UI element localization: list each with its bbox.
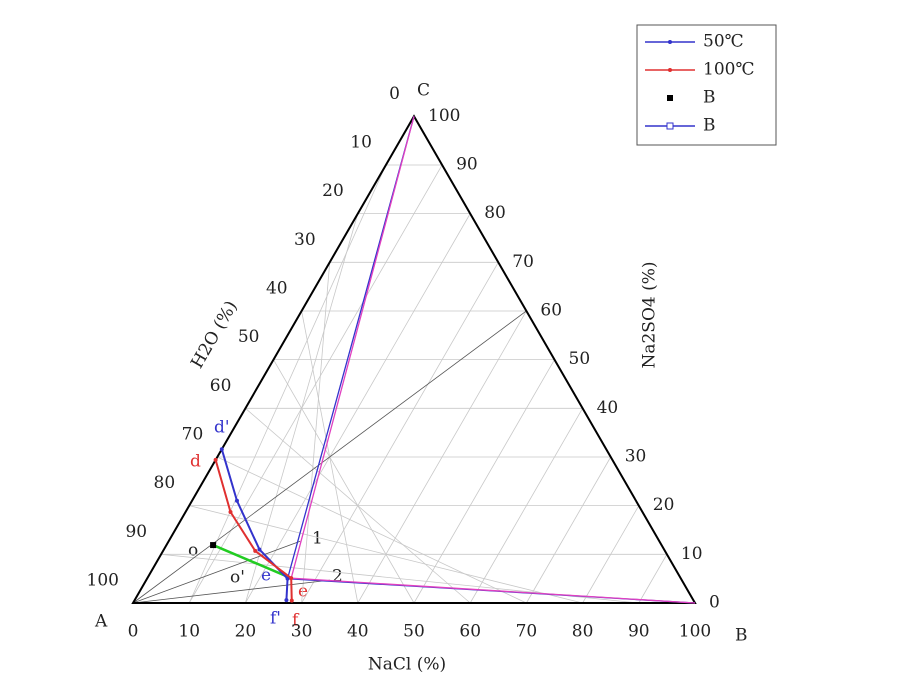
right-tick-label: 20 <box>653 495 675 515</box>
marked-point <box>210 542 217 549</box>
right-tick-label: 10 <box>681 544 703 564</box>
bottom-tick-label: 50 <box>403 622 425 642</box>
bottom-tick-label: 30 <box>291 622 313 642</box>
left-tick-label: 50 <box>238 327 260 347</box>
left-tick-label: 0 <box>389 84 400 104</box>
right-tick-label: 60 <box>540 300 562 320</box>
legend-marker <box>666 122 674 130</box>
bottom-tick-label: 80 <box>572 622 594 642</box>
bottom-tick-label: 60 <box>459 622 481 642</box>
bottom-tick-label: 20 <box>235 622 257 642</box>
grid-line <box>217 456 527 604</box>
axis-label: H2O (%) <box>187 298 242 372</box>
grid-line <box>301 262 499 604</box>
annotation: 2 <box>332 567 343 587</box>
annotation: e <box>261 566 271 586</box>
series-point <box>219 447 224 452</box>
series-point <box>228 509 233 514</box>
left-tick-label: 10 <box>350 132 372 152</box>
reference-line <box>132 310 527 604</box>
annotation: d <box>190 452 201 472</box>
legend-label: B <box>703 116 716 136</box>
annotation: o' <box>230 568 245 588</box>
right-tick-label: 100 <box>428 106 460 126</box>
bottom-tick-label: 70 <box>516 622 538 642</box>
bottom-tick-label: 100 <box>679 622 711 642</box>
reference-line <box>132 579 331 604</box>
left-tick-label: 100 <box>87 571 119 591</box>
right-tick-label: 90 <box>456 154 478 174</box>
legend-marker <box>667 95 673 101</box>
legend-label: 50℃ <box>703 32 744 52</box>
annotation: o <box>188 541 198 561</box>
left-tick-label: 80 <box>154 473 176 493</box>
series-point <box>284 598 289 603</box>
reference-line <box>132 540 301 604</box>
right-tick-label: 80 <box>484 203 506 223</box>
series-point <box>257 547 262 552</box>
series-point <box>289 576 294 581</box>
series-point <box>253 548 258 553</box>
series-point <box>289 598 294 603</box>
bottom-tick-label: 90 <box>628 622 650 642</box>
annotation: d' <box>214 418 230 438</box>
triangle-frame <box>131 114 697 604</box>
left-tick-label: 30 <box>294 230 316 250</box>
annotation: e <box>298 582 308 602</box>
vertex-label: B <box>735 626 748 646</box>
grid-line <box>638 554 668 604</box>
left-tick-label: 20 <box>322 181 344 201</box>
grid-line <box>582 505 640 604</box>
tie-line <box>212 543 292 580</box>
annotation: 1 <box>312 529 323 549</box>
left-tick-label: 60 <box>210 376 232 396</box>
legend-label: 100℃ <box>703 60 754 80</box>
left-tick-label: 70 <box>182 424 204 444</box>
legend-marker <box>668 68 672 72</box>
legend-box <box>636 24 777 146</box>
left-tick-label: 40 <box>266 278 288 298</box>
grid-line <box>413 359 555 604</box>
axis-label: NaCl (%) <box>368 655 446 675</box>
right-tick-label: 50 <box>569 349 591 369</box>
series-point <box>213 457 218 462</box>
left-tick-label: 90 <box>125 522 147 542</box>
series-point <box>234 498 239 503</box>
bottom-tick-label: 0 <box>128 622 139 642</box>
annotation: f' <box>270 609 281 629</box>
legend-marker <box>668 40 672 44</box>
legend-label: B <box>703 88 716 108</box>
right-tick-label: 40 <box>597 398 619 418</box>
axis-label: Na2SO4 (%) <box>640 261 660 368</box>
annotation: f <box>292 611 300 631</box>
series-point <box>285 576 290 581</box>
bottom-tick-label: 40 <box>347 622 369 642</box>
right-tick-label: 30 <box>625 446 647 466</box>
grid-line <box>469 408 583 604</box>
vertex-label: A <box>94 612 108 632</box>
right-tick-label: 0 <box>709 593 720 613</box>
tie-line <box>290 116 415 579</box>
tie-line <box>291 577 696 604</box>
grid-line <box>189 505 583 604</box>
right-tick-label: 70 <box>512 252 534 272</box>
grid-line <box>273 359 415 604</box>
vertex-label: C <box>417 81 430 101</box>
grid-line <box>245 213 471 604</box>
grid-line <box>526 456 612 604</box>
bottom-tick-label: 10 <box>178 622 200 642</box>
